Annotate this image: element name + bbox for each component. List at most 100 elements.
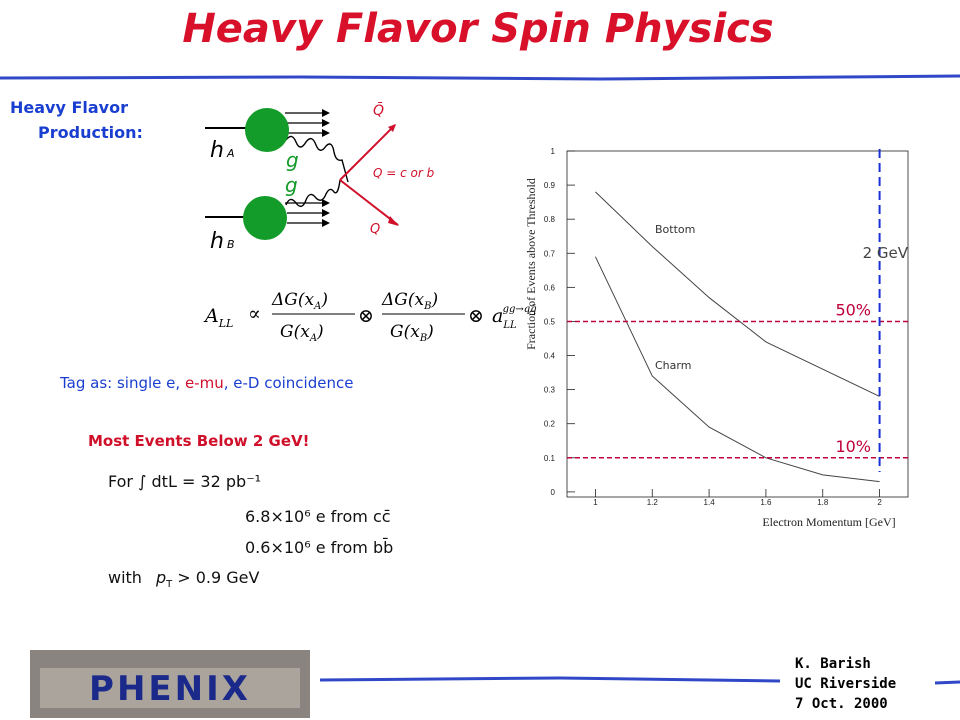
diagram [205, 109, 399, 227]
eq-rhs: aLL gg→qq̄ [492, 304, 537, 331]
title-rule [0, 74, 960, 81]
eq-sub: B [419, 333, 427, 344]
eq-sup: gg→qq̄ [503, 304, 537, 315]
y-tick-label: 0.1 [544, 454, 556, 463]
quark-label: Q̄ [373, 101, 384, 119]
gluon [285, 179, 341, 208]
quark-line [339, 179, 399, 226]
rate-line: For ∫ dtL = 32 pb⁻¹ [108, 472, 261, 491]
y-tick-label: 0.8 [544, 215, 556, 224]
eq-text: ΔG(x [271, 290, 314, 310]
chart: 0 0.1 0.2 0.3 0.4 0.5 0.6 0.7 0.8 0.9 1 1 1.2 1.4 1.6 1… [524, 147, 910, 529]
equation: ALL ∝ ΔG(xA) G(xA) ⊗ ΔG(xB) G(xB) ⊗ aLLg… [203, 290, 537, 344]
series-line [594, 256, 880, 483]
tag-line: Tag as: single e, e-mu, e-D coincidence [59, 374, 353, 392]
eq-text: ) [320, 290, 328, 310]
x-axis-label: Electron Momentum [GeV] [762, 515, 895, 529]
tag-text: e-mu [185, 374, 224, 392]
tag-text: Tag as: single e, [59, 374, 185, 392]
rate-text: > 0.9 GeV [177, 568, 259, 587]
rate-text: p [155, 568, 166, 587]
y-tick-label: 1 [551, 147, 556, 156]
rate-line: 6.8×10⁶ e from cc̄ [245, 507, 391, 526]
rate-text: with [108, 568, 142, 587]
section-label: Production: [38, 123, 143, 142]
series-label: Bottom [655, 223, 695, 236]
date: 7 Oct. 2000 [795, 696, 888, 712]
eq-relation: ∝ [248, 303, 261, 325]
eq-sub: LL [218, 317, 234, 330]
eq-num: ΔG(xA) [271, 290, 328, 312]
gluon-label: g [285, 173, 298, 197]
eq-sub: A [309, 333, 317, 344]
series-label: Charm [655, 359, 691, 372]
eq-symbol: A [203, 305, 219, 327]
eq-den: G(xA) [280, 322, 324, 344]
y-tick-label: 0.4 [544, 352, 556, 361]
footer-rule [319, 676, 960, 685]
y-axis-label: Fraction of Events above Threshold [524, 178, 538, 350]
eq-num: ΔG(xB) [381, 290, 438, 312]
series-line [595, 191, 880, 397]
eq-text: ) [316, 322, 324, 342]
rate-text: T [165, 579, 173, 590]
quark-line [339, 124, 396, 181]
eq-text: ) [426, 322, 434, 342]
x-tick-label: 2 [877, 498, 882, 507]
hadron-sub: A [226, 147, 235, 160]
plot-frame [566, 150, 909, 498]
rate-line: with pT > 0.9 GeV [108, 568, 259, 590]
institution: UC Riverside [795, 676, 896, 692]
eq-den: G(xB) [390, 322, 434, 344]
cut-label: 2 GeV [863, 244, 909, 262]
x-tick-label: 1.6 [760, 498, 772, 507]
eq-sub: LL [502, 320, 517, 331]
eq-sub: A [313, 301, 321, 312]
y-tick-label: 0.9 [544, 181, 556, 190]
x-tick-label: 1.8 [817, 498, 829, 507]
y-tick-label: 0.6 [544, 283, 556, 292]
eq-op: ⊗ [468, 305, 484, 327]
threshold-label: 10% [835, 437, 871, 456]
y-tick-label: 0.5 [544, 317, 556, 326]
logo: PHENIX [89, 669, 251, 709]
author: K. Barish [795, 656, 871, 672]
hadron [243, 196, 287, 240]
rates: For ∫ dtL = 32 pb⁻¹ 6.8×10⁶ e from cc̄ 0… [108, 472, 393, 590]
y-tick-label: 0.7 [544, 249, 556, 258]
eq-sub: B [423, 301, 431, 312]
y-tick-label: 0.3 [544, 386, 556, 395]
hadron-symbol: h [210, 138, 224, 163]
eq-lhs: ALL [203, 305, 233, 330]
eq-text: ) [430, 290, 438, 310]
fragments [285, 112, 322, 224]
eq-text: ΔG(x [381, 290, 424, 310]
section-label: Heavy Flavor [10, 98, 128, 117]
title: Heavy Flavor Spin Physics [182, 6, 773, 52]
quark-label: Q = c or b [373, 166, 435, 180]
arrowheads [322, 109, 330, 227]
tag-text: , e-D coincidence [224, 374, 354, 392]
eq-op: ⊗ [358, 305, 374, 327]
threshold-label: 50% [835, 300, 871, 319]
logo-backdrop [40, 668, 300, 708]
rate-line: 0.6×10⁶ e from bb̄ [245, 538, 393, 557]
y-tick-label: 0.2 [544, 420, 556, 429]
x-tick-label: 1.2 [647, 498, 659, 507]
quark-label: Q [370, 222, 380, 237]
hadron [245, 108, 289, 152]
y-tick-label: 0 [551, 488, 556, 497]
hadron-sub: B [227, 238, 235, 251]
x-tick-label: 1 [593, 498, 598, 507]
eq-text: G(x [280, 322, 310, 342]
eq-text: G(x [390, 322, 420, 342]
gluon [285, 135, 349, 183]
gluon-label: g [286, 148, 299, 172]
headline: Most Events Below 2 GeV! [88, 432, 309, 450]
x-tick-label: 1.4 [704, 498, 716, 507]
